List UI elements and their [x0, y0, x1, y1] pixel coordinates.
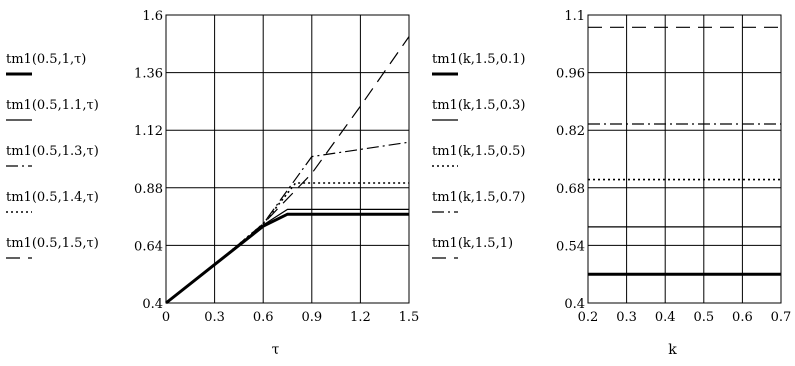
chart-0-x-tick-label: 0.9 [301, 310, 322, 325]
chart-0-series-line-4 [165, 36, 410, 304]
chart-1-y-tick-label: 0.82 [556, 124, 585, 139]
chart-0-x-tick-label: 1.2 [350, 310, 371, 325]
chart-1-plot-frame [587, 14, 782, 304]
chart-1-x-axis-label: k [668, 342, 677, 358]
chart-0-x-axis-label: τ [272, 342, 280, 358]
chart-0-y-tick-label: 0.4 [142, 297, 163, 312]
chart-1-legend-label-0: tm1(k,1.5,0.1) [432, 52, 525, 67]
chart-1-x-tick-label: 0.6 [732, 310, 753, 325]
chart-0-y-tick-label: 1.6 [142, 9, 163, 24]
chart-1-x-tick-label: 0.2 [578, 310, 599, 325]
chart-1-x-tick-label: 0.4 [655, 310, 676, 325]
chart-1-legend-label-3: tm1(k,1.5,0.7) [432, 190, 525, 205]
chart-0-y-tick-label: 1.12 [134, 124, 163, 139]
chart-0-legend-label-2: tm1(0.5,1.3,τ) [6, 144, 99, 159]
chart-1-legend-label-2: tm1(k,1.5,0.5) [432, 144, 525, 159]
chart-1-x-tick-label: 0.3 [616, 310, 637, 325]
chart-0-series-line-3 [165, 182, 409, 304]
chart-0-x-tick-label: 0 [162, 310, 170, 325]
chart-0-series-line-1 [165, 208, 409, 304]
chart-1-x-tick-label: 0.5 [693, 310, 714, 325]
chart-1-y-tick-label: 0.4 [564, 297, 585, 312]
chart-0-plot-frame [165, 14, 410, 304]
chart-0-legend-label-3: tm1(0.5,1.4,τ) [6, 190, 99, 205]
chart-0-legend-label-4: tm1(0.5,1.5,τ) [6, 236, 99, 251]
chart-1-y-tick-label: 0.96 [556, 67, 585, 82]
chart-1-y-tick-label: 0.54 [556, 239, 585, 254]
chart-0-y-tick-label: 0.88 [134, 182, 163, 197]
chart-1-x-tick-label: 0.7 [771, 310, 792, 325]
chart-0-series-line-2 [165, 141, 410, 304]
chart-1-y-tick-label: 1.1 [564, 9, 585, 24]
chart-0-x-tick-label: 0.6 [253, 310, 274, 325]
chart-1-y-tick-label: 0.68 [556, 182, 585, 197]
chart-1-legend-label-4: tm1(k,1.5,1) [432, 236, 513, 251]
chart-0-x-tick-label: 1.5 [399, 310, 420, 325]
chart-0-y-tick-label: 1.36 [134, 67, 163, 82]
chart-1-legend-label-1: tm1(k,1.5,0.3) [432, 98, 525, 113]
chart-0-legend-label-0: tm1(0.5,1,τ) [6, 52, 86, 67]
chart-0-series-line-0 [165, 212, 409, 305]
chart-0-legend-label-1: tm1(0.5,1.1,τ) [6, 98, 99, 113]
chart-0-x-tick-label: 0.3 [204, 310, 225, 325]
chart-0-y-tick-label: 0.64 [134, 239, 163, 254]
